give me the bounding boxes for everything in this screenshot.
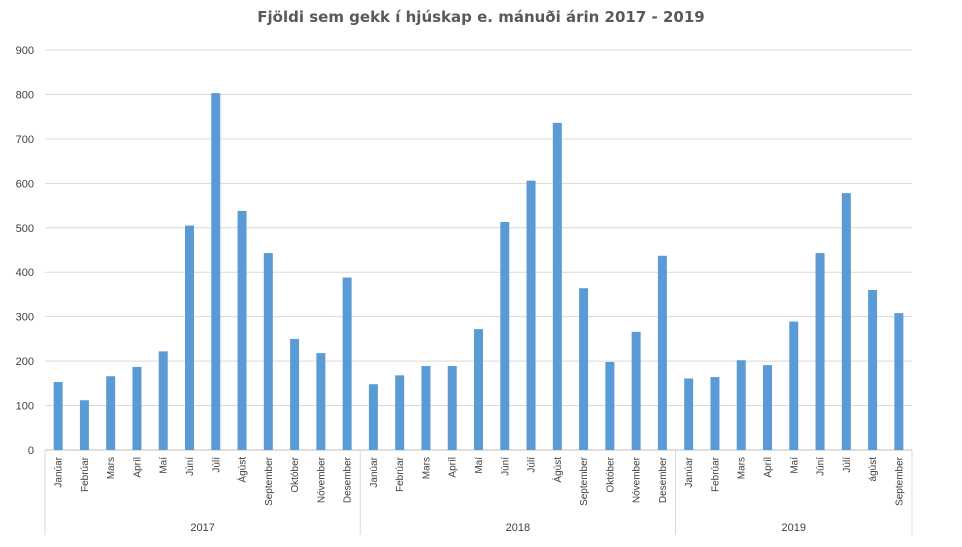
bar: [316, 353, 326, 450]
bar: [605, 362, 615, 450]
y-tick-label: 100: [16, 401, 34, 413]
bar: [342, 277, 352, 450]
x-category-label: Mars: [737, 457, 748, 479]
x-category-label: Mars: [421, 457, 432, 479]
bar: [79, 400, 89, 450]
x-category-label: Janúar: [54, 456, 65, 487]
x-category-label: Febrúar: [710, 456, 721, 492]
x-category-label: Maí: [789, 457, 800, 474]
y-tick-label: 700: [16, 134, 34, 146]
y-tick-label: 500: [16, 223, 34, 235]
x-category-label: Júní: [500, 457, 511, 476]
x-category-label: Desember: [343, 456, 354, 503]
x-category-label: Janúar: [684, 456, 695, 487]
x-category-label: Júlí: [211, 457, 222, 473]
bar: [368, 384, 378, 450]
bar: [763, 365, 772, 450]
chart-title: Fjöldi sem gekk í hjúskap e. mánuði árin…: [257, 8, 705, 26]
x-category-label: Maí: [159, 457, 170, 474]
x-category-label: Mars: [106, 457, 117, 479]
y-tick-label: 600: [16, 178, 34, 190]
bar: [657, 255, 667, 450]
x-category-label: Ágúst: [551, 457, 564, 483]
bar: [447, 366, 457, 450]
bar: [237, 210, 247, 450]
x-category-label: Febrúar: [395, 456, 406, 492]
bar: [868, 290, 878, 450]
x-category-label: Ágúst: [236, 457, 249, 483]
x-group-label: 2019: [782, 522, 806, 534]
x-category-label: Júní: [816, 457, 827, 476]
bar: [815, 253, 825, 450]
bar: [736, 360, 746, 450]
x-category-label: Október: [290, 456, 301, 492]
y-tick-label: 300: [16, 312, 34, 324]
x-category-label: Október: [605, 456, 616, 492]
bar: [684, 378, 694, 450]
bar: [789, 321, 799, 450]
bar: [211, 93, 221, 450]
y-tick-label: 400: [16, 267, 34, 279]
bar: [395, 375, 405, 450]
y-tick-label: 200: [16, 356, 34, 368]
x-category-label: Febrúar: [80, 456, 91, 492]
bar: [53, 382, 63, 450]
bar: [158, 351, 168, 450]
x-category-label: ágúst: [868, 457, 879, 482]
bar: [894, 313, 904, 450]
x-category-label: Apríl: [763, 457, 774, 478]
x-category-label: September: [894, 456, 905, 506]
x-category-label: Júlí: [527, 457, 538, 473]
bar: [290, 338, 300, 450]
bar: [474, 329, 483, 450]
x-category-label: Nóvember: [632, 456, 643, 503]
bar: [552, 122, 562, 450]
labels: 0 100 200 300 400 500 600 700 800 900 Janúar Febrúa…: [16, 45, 906, 534]
axes: [44, 450, 913, 535]
x-category-label: September: [264, 456, 275, 506]
bar: [263, 253, 273, 450]
x-category-label: Júlí: [842, 457, 853, 473]
bar: [526, 180, 536, 450]
x-group-label: 2018: [506, 522, 530, 534]
x-category-label: Apríl: [448, 457, 459, 478]
x-category-label: Maí: [474, 457, 485, 474]
x-category-label: Nóvember: [316, 456, 327, 503]
bar: [132, 366, 142, 450]
bar: [710, 377, 720, 450]
bar: [185, 225, 194, 450]
bar: [841, 193, 851, 450]
y-tick-label: 0: [28, 445, 34, 457]
x-group-label: 2017: [190, 522, 214, 534]
y-tick-label: 800: [16, 89, 34, 101]
x-category-label: Júní: [185, 457, 196, 476]
bar: [106, 376, 116, 450]
x-category-label: September: [579, 456, 590, 506]
x-category-label: Desember: [658, 456, 669, 503]
y-tick-label: 900: [16, 45, 34, 57]
bar: [631, 331, 641, 450]
bar: [500, 222, 510, 450]
bar: [579, 288, 589, 450]
bars: [53, 93, 904, 450]
bar: [421, 366, 431, 450]
x-category-label: Janúar: [369, 456, 380, 487]
x-category-label: Apríl: [132, 457, 143, 478]
